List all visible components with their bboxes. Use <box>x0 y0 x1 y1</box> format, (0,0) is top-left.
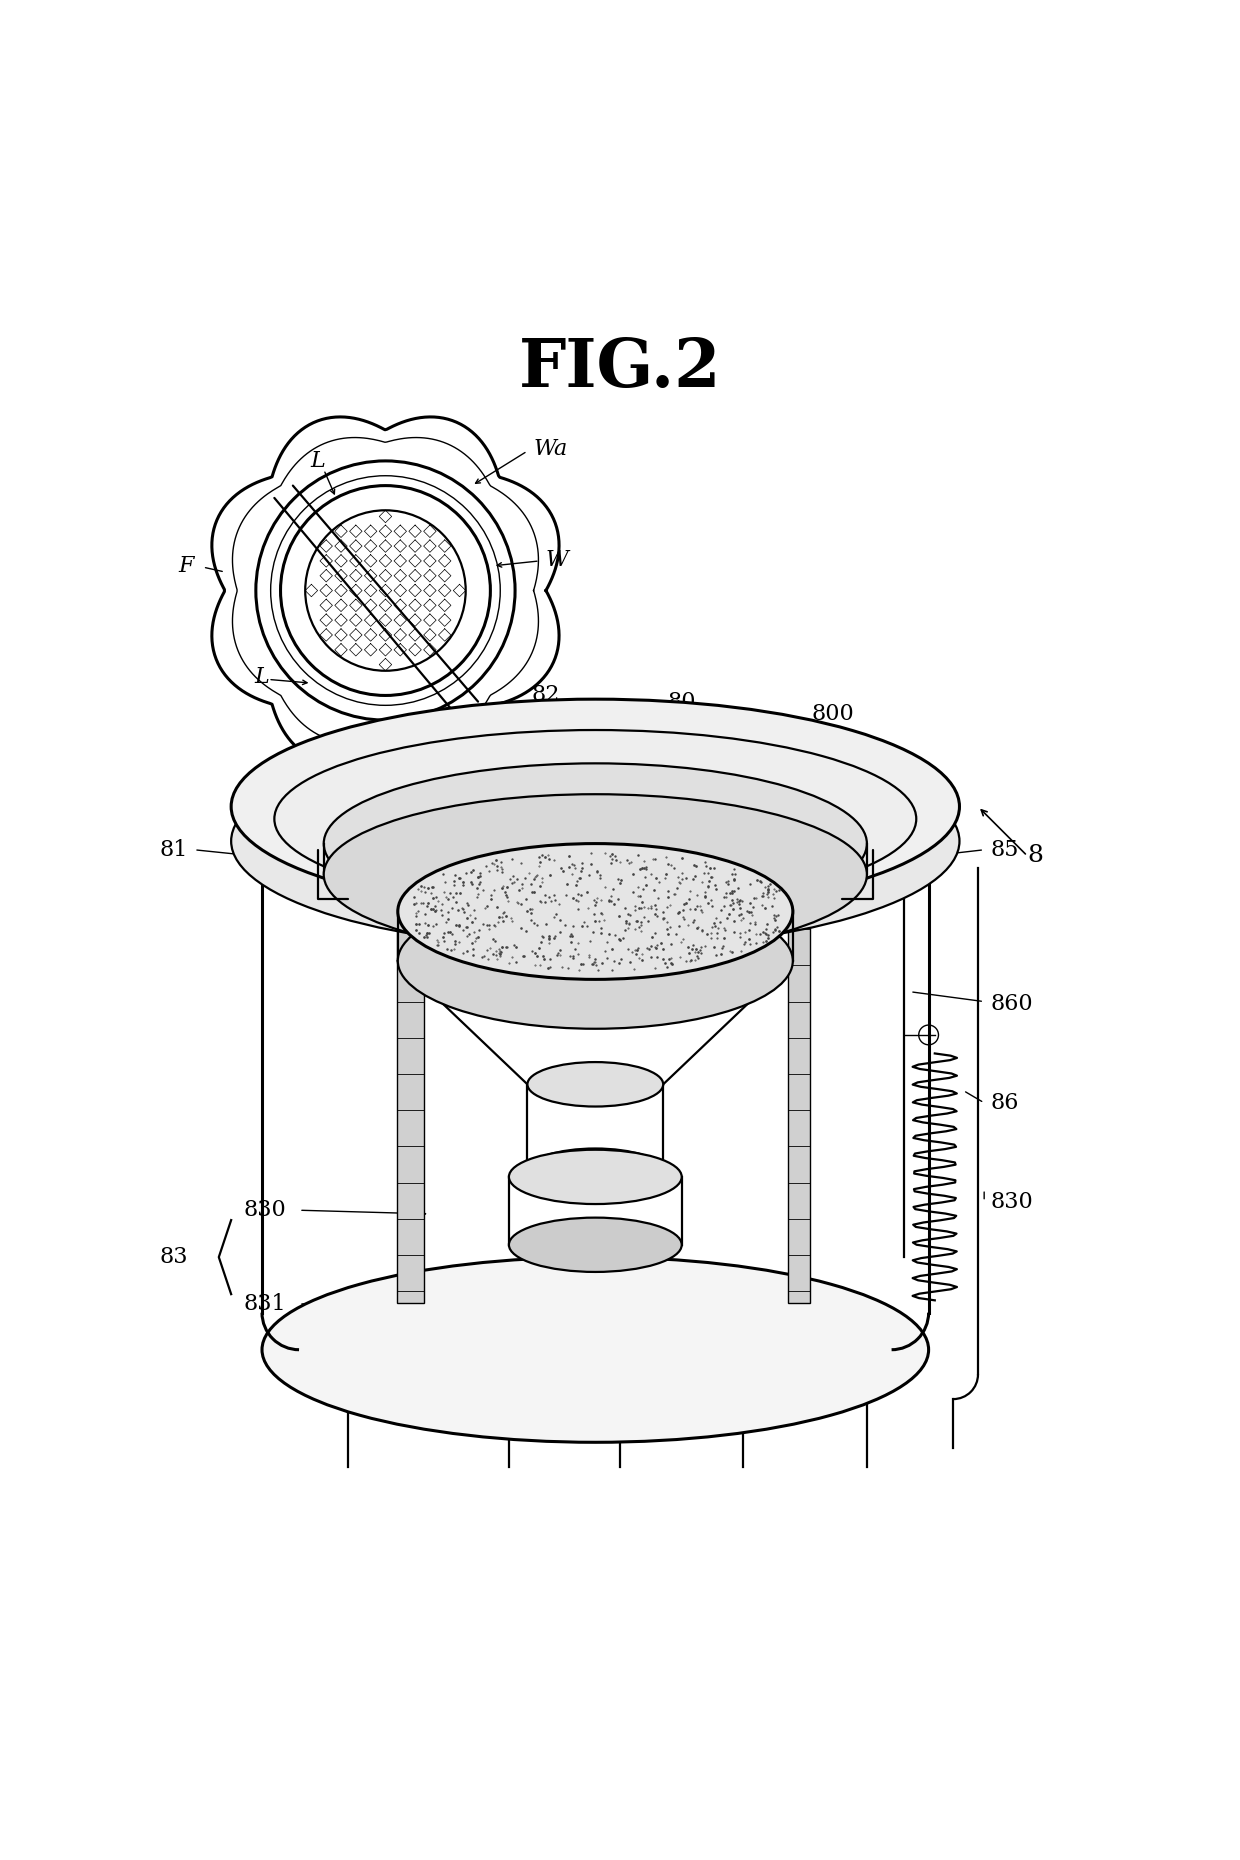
Text: 830: 830 <box>243 1200 286 1222</box>
Circle shape <box>305 510 466 671</box>
Text: 80: 80 <box>667 690 696 712</box>
Text: 830: 830 <box>991 1190 1033 1213</box>
Ellipse shape <box>527 1062 663 1107</box>
Ellipse shape <box>508 1149 682 1203</box>
Ellipse shape <box>398 893 792 1029</box>
Text: 81: 81 <box>160 839 188 861</box>
Text: Wb: Wb <box>355 796 392 818</box>
Text: 86: 86 <box>991 1092 1019 1114</box>
Ellipse shape <box>324 763 867 924</box>
Text: 8: 8 <box>1028 844 1043 867</box>
Text: W: W <box>546 549 569 571</box>
Ellipse shape <box>573 1252 618 1263</box>
Text: F: F <box>179 554 195 577</box>
Text: 84: 84 <box>688 1376 717 1397</box>
Ellipse shape <box>324 794 867 954</box>
Ellipse shape <box>398 844 792 980</box>
Text: T: T <box>435 722 450 744</box>
Ellipse shape <box>527 1148 663 1192</box>
Text: FIG.2: FIG.2 <box>518 337 722 400</box>
Text: 860: 860 <box>991 993 1033 1016</box>
Bar <box>787 880 810 1304</box>
Text: Wa: Wa <box>533 437 568 459</box>
Ellipse shape <box>508 1218 682 1272</box>
Bar <box>397 880 424 1304</box>
Ellipse shape <box>262 1257 929 1442</box>
Ellipse shape <box>231 699 960 913</box>
Text: 85: 85 <box>991 839 1019 861</box>
Text: 831: 831 <box>243 1293 286 1315</box>
Ellipse shape <box>274 729 916 908</box>
Text: 83: 83 <box>160 1246 188 1269</box>
Text: L: L <box>254 666 269 688</box>
Text: 800: 800 <box>811 703 854 725</box>
Text: 82: 82 <box>532 684 560 707</box>
Text: L: L <box>310 450 325 472</box>
Ellipse shape <box>231 733 960 949</box>
